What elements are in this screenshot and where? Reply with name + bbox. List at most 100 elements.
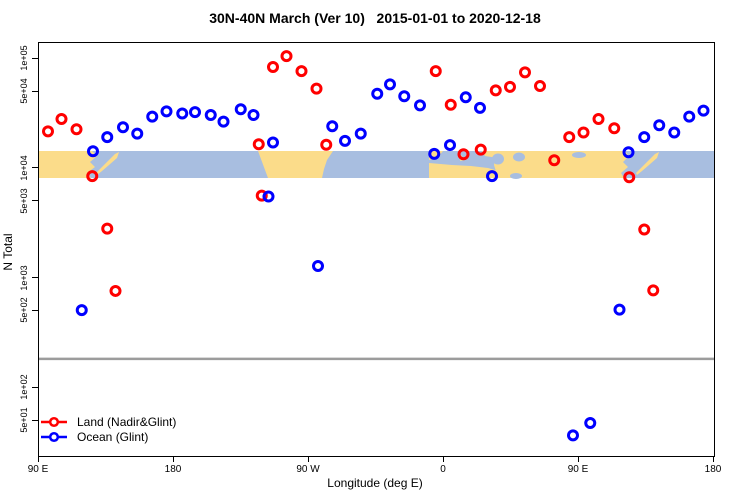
data-point-land: [638, 223, 651, 236]
data-point-ocean: [459, 91, 472, 104]
y-tick-mark: [32, 419, 38, 421]
x-tick-mark: [442, 456, 444, 462]
data-point-land: [267, 61, 279, 74]
data-point-ocean: [428, 147, 441, 160]
data-point-land: [444, 98, 457, 111]
data-point-land: [109, 284, 122, 297]
data-point-ocean: [160, 105, 173, 118]
data-point-ocean: [398, 90, 411, 103]
data-point-ocean: [131, 127, 144, 140]
data-point-ocean: [339, 134, 351, 147]
data-point-ocean: [486, 170, 498, 183]
x-axis-title: Longitude (deg E): [327, 476, 423, 490]
y-tick-label: 1e+05: [19, 45, 29, 71]
y-tick-mark: [32, 167, 38, 169]
data-point-ocean: [87, 145, 99, 158]
data-point-ocean: [262, 190, 275, 203]
legend-item-ocean: Ocean (Glint): [40, 429, 176, 444]
x-tick-mark: [577, 456, 579, 462]
data-point-ocean: [75, 304, 88, 317]
data-point-ocean: [189, 106, 201, 119]
data-point-land: [519, 66, 531, 79]
data-point-ocean: [444, 139, 456, 152]
data-point-land: [255, 189, 268, 202]
x-tick-label: 90 E: [27, 464, 49, 475]
x-tick-mark: [172, 456, 174, 462]
data-point-land: [563, 131, 576, 144]
y-tick-mark: [32, 277, 38, 278]
data-point-ocean: [613, 303, 626, 316]
map-land-north-africa: [429, 163, 501, 178]
x-tick-label: 90 W: [296, 464, 320, 475]
map-land-asia-left: [39, 151, 97, 178]
y-tick-mark: [32, 90, 38, 92]
y-tick-mark: [32, 309, 38, 311]
data-point-ocean: [117, 121, 129, 134]
data-point-ocean: [371, 87, 384, 100]
data-point-ocean: [668, 126, 681, 139]
legend-marker-land-icon: [41, 416, 67, 427]
data-point-ocean: [638, 131, 651, 144]
data-point-land: [623, 171, 636, 184]
data-point-land: [577, 126, 590, 139]
data-point-land: [429, 65, 442, 78]
map-sea-persian-gulf: [510, 173, 522, 179]
data-point-ocean: [146, 110, 159, 123]
y-tick-label: 1e+04: [19, 155, 29, 181]
data-point-land: [55, 113, 68, 126]
y-tick-label: 5e+02: [19, 297, 29, 324]
map-land-north-america: [258, 151, 333, 178]
map-land-japan-right: [636, 152, 659, 175]
data-point-ocean: [384, 78, 396, 91]
x-tick-label: 90 E: [567, 464, 589, 475]
x-tick-label: 0: [440, 464, 446, 475]
data-point-ocean: [204, 109, 217, 122]
data-point-ocean: [414, 99, 426, 112]
data-point-ocean: [683, 110, 696, 123]
data-point-land: [457, 148, 470, 161]
data-point-ocean: [567, 429, 579, 442]
y-tick-label: 1e+02: [19, 374, 29, 400]
world-map-band: [39, 151, 714, 179]
data-point-land: [86, 170, 99, 183]
y-tick-mark: [32, 386, 38, 388]
legend-marker-ocean-icon: [41, 431, 67, 442]
data-point-ocean: [697, 104, 710, 117]
data-point-land: [295, 65, 308, 78]
y-tick-label: 5e+03: [19, 188, 29, 214]
y-tick-label: 5e+01: [19, 407, 29, 433]
data-point-ocean: [326, 120, 339, 133]
map-sea-inland-lake: [572, 152, 586, 158]
data-point-ocean: [176, 107, 189, 120]
data-point-ocean: [234, 103, 247, 116]
x-tick-label: 180: [164, 464, 182, 475]
data-point-land: [489, 84, 502, 97]
data-point-ocean: [584, 417, 597, 430]
data-point-land: [504, 80, 516, 93]
map-sea-caspian: [513, 152, 525, 162]
x-tick-mark: [712, 456, 714, 462]
legend-item-land: Land (Nadir&Glint): [40, 414, 176, 429]
legend-label-land: Land (Nadir&Glint): [77, 414, 177, 429]
data-point-land: [101, 222, 114, 235]
y-tick-label: 5e+04: [19, 78, 29, 104]
data-point-land: [647, 284, 660, 297]
data-point-ocean: [217, 115, 230, 128]
data-point-land: [280, 50, 293, 63]
data-point-ocean: [474, 101, 486, 114]
data-point-land: [474, 143, 487, 156]
plot-area: [38, 42, 715, 457]
legend: Land (Nadir&Glint) Ocean (Glint): [40, 414, 176, 444]
map-land-asia-main: [494, 151, 629, 178]
chart-title: 30N-40N March (Ver 10) 2015-01-01 to 202…: [209, 10, 541, 26]
data-point-land: [548, 154, 561, 167]
legend-label-ocean: Ocean (Glint): [77, 429, 149, 444]
plot-canvas: [39, 50, 714, 442]
data-point-ocean: [354, 127, 367, 140]
y-tick-mark: [32, 200, 38, 202]
data-point-land: [42, 125, 54, 138]
data-point-land: [70, 123, 83, 136]
y-tick-mark: [32, 57, 38, 59]
data-point-land: [252, 138, 265, 151]
data-point-land: [320, 138, 333, 151]
